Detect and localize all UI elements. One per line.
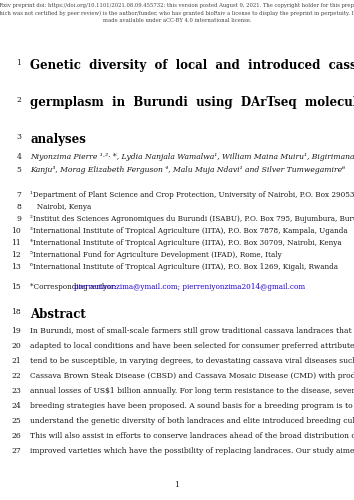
Text: 20: 20 xyxy=(11,342,21,350)
Text: 9: 9 xyxy=(16,215,21,223)
Text: 25: 25 xyxy=(11,417,21,425)
Text: breeding strategies have been proposed. A sound basis for a breeding program is : breeding strategies have been proposed. … xyxy=(30,402,353,410)
Text: In Burundi, most of small-scale farmers still grow traditional cassava landraces: In Burundi, most of small-scale farmers … xyxy=(30,327,354,335)
Text: *Corresponding author:: *Corresponding author: xyxy=(30,283,119,291)
Text: ²Institut des Sciences Agronomiques du Burundi (ISABU), P.O. Box 795, Bujumbura,: ²Institut des Sciences Agronomiques du B… xyxy=(30,215,354,223)
Text: 23: 23 xyxy=(11,387,21,395)
Text: 24: 24 xyxy=(11,402,21,410)
Text: Kanju³, Morag Elizabeth Ferguson ⁴, Malu Muja Ndavi¹ and Silver Tumwegamire⁶: Kanju³, Morag Elizabeth Ferguson ⁴, Malu… xyxy=(30,166,345,174)
Text: adapted to local conditions and have been selected for consumer preferred attrib: adapted to local conditions and have bee… xyxy=(30,342,354,350)
Text: improved varieties which have the possibility of replacing landraces. Our study : improved varieties which have the possib… xyxy=(30,447,354,455)
Text: tend to be susceptible, in varying degrees, to devastating cassava viral disease: tend to be susceptible, in varying degre… xyxy=(30,357,354,365)
Text: 1: 1 xyxy=(16,59,21,67)
Text: Abstract: Abstract xyxy=(30,308,86,321)
Text: 4: 4 xyxy=(16,153,21,161)
Text: 13: 13 xyxy=(11,263,21,271)
Text: made available under aCC-BY 4.0 international license.: made available under aCC-BY 4.0 internat… xyxy=(103,18,251,22)
Text: analyses: analyses xyxy=(30,133,86,146)
Text: Niyonzima Pierre ¹·²· *, Lydia Nanjala Wamalwa¹, William Maina Muiru¹, Bigiriman: Niyonzima Pierre ¹·²· *, Lydia Nanjala W… xyxy=(30,153,354,161)
Text: ³International Institute of Tropical Agriculture (IITA), P.O. Box 7878, Kampala,: ³International Institute of Tropical Agr… xyxy=(30,227,348,235)
Text: This will also assist in efforts to conserve landraces ahead of the broad distri: This will also assist in efforts to cons… xyxy=(30,432,354,440)
Text: ⁶International Institute of Tropical Agriculture (IITA), P.O. Box 1269, Kigali, : ⁶International Institute of Tropical Agr… xyxy=(30,263,338,271)
Text: Nairobi, Kenya: Nairobi, Kenya xyxy=(30,203,91,211)
Text: 7: 7 xyxy=(16,191,21,199)
Text: (which was not certified by peer review) is the author/funder, who has granted b: (which was not certified by peer review)… xyxy=(0,10,354,16)
Text: Cassava Brown Steak Disease (CBSD) and Cassava Mosaic Disease (CMD) with product: Cassava Brown Steak Disease (CBSD) and C… xyxy=(30,372,354,380)
Text: 19: 19 xyxy=(11,327,21,335)
Text: annual losses of US$1 billion annually. For long term resistance to the disease,: annual losses of US$1 billion annually. … xyxy=(30,387,354,395)
Text: bioRxiv preprint doi: https://doi.org/10.1101/2021.08.09.455732; this version po: bioRxiv preprint doi: https://doi.org/10… xyxy=(0,4,354,8)
Text: Genetic  diversity  of  local  and  introduced  cassava: Genetic diversity of local and introduce… xyxy=(30,59,354,72)
Text: 27: 27 xyxy=(11,447,21,455)
Text: 5: 5 xyxy=(16,166,21,174)
Text: 3: 3 xyxy=(16,133,21,141)
Text: 22: 22 xyxy=(11,372,21,380)
Text: ⁵International Fund for Agriculture Development (IFAD), Rome, Italy: ⁵International Fund for Agriculture Deve… xyxy=(30,251,282,259)
Text: 11: 11 xyxy=(11,239,21,247)
Text: 21: 21 xyxy=(11,357,21,365)
Text: pierreniyonzima@ymail.com; pierreniyonzima2014@gmail.com: pierreniyonzima@ymail.com; pierreniyonzi… xyxy=(74,283,306,291)
Text: 18: 18 xyxy=(11,308,21,316)
Text: germplasm  in  Burundi  using  DArTseq  molecular: germplasm in Burundi using DArTseq molec… xyxy=(30,96,354,109)
Text: 8: 8 xyxy=(16,203,21,211)
Text: 2: 2 xyxy=(16,96,21,104)
Text: 15: 15 xyxy=(11,283,21,291)
Text: ¹Department of Plant Science and Crop Protection, University of Nairobi, P.O. Bo: ¹Department of Plant Science and Crop Pr… xyxy=(30,191,354,199)
Text: 10: 10 xyxy=(11,227,21,235)
Text: 12: 12 xyxy=(11,251,21,259)
Text: understand the genetic diversity of both landraces and elite introduced breeding: understand the genetic diversity of both… xyxy=(30,417,354,425)
Text: 26: 26 xyxy=(11,432,21,440)
Text: 1: 1 xyxy=(175,481,179,489)
Text: ⁴International Institute of Tropical Agriculture (IITA), P.O. Box 30709, Nairobi: ⁴International Institute of Tropical Agr… xyxy=(30,239,342,247)
